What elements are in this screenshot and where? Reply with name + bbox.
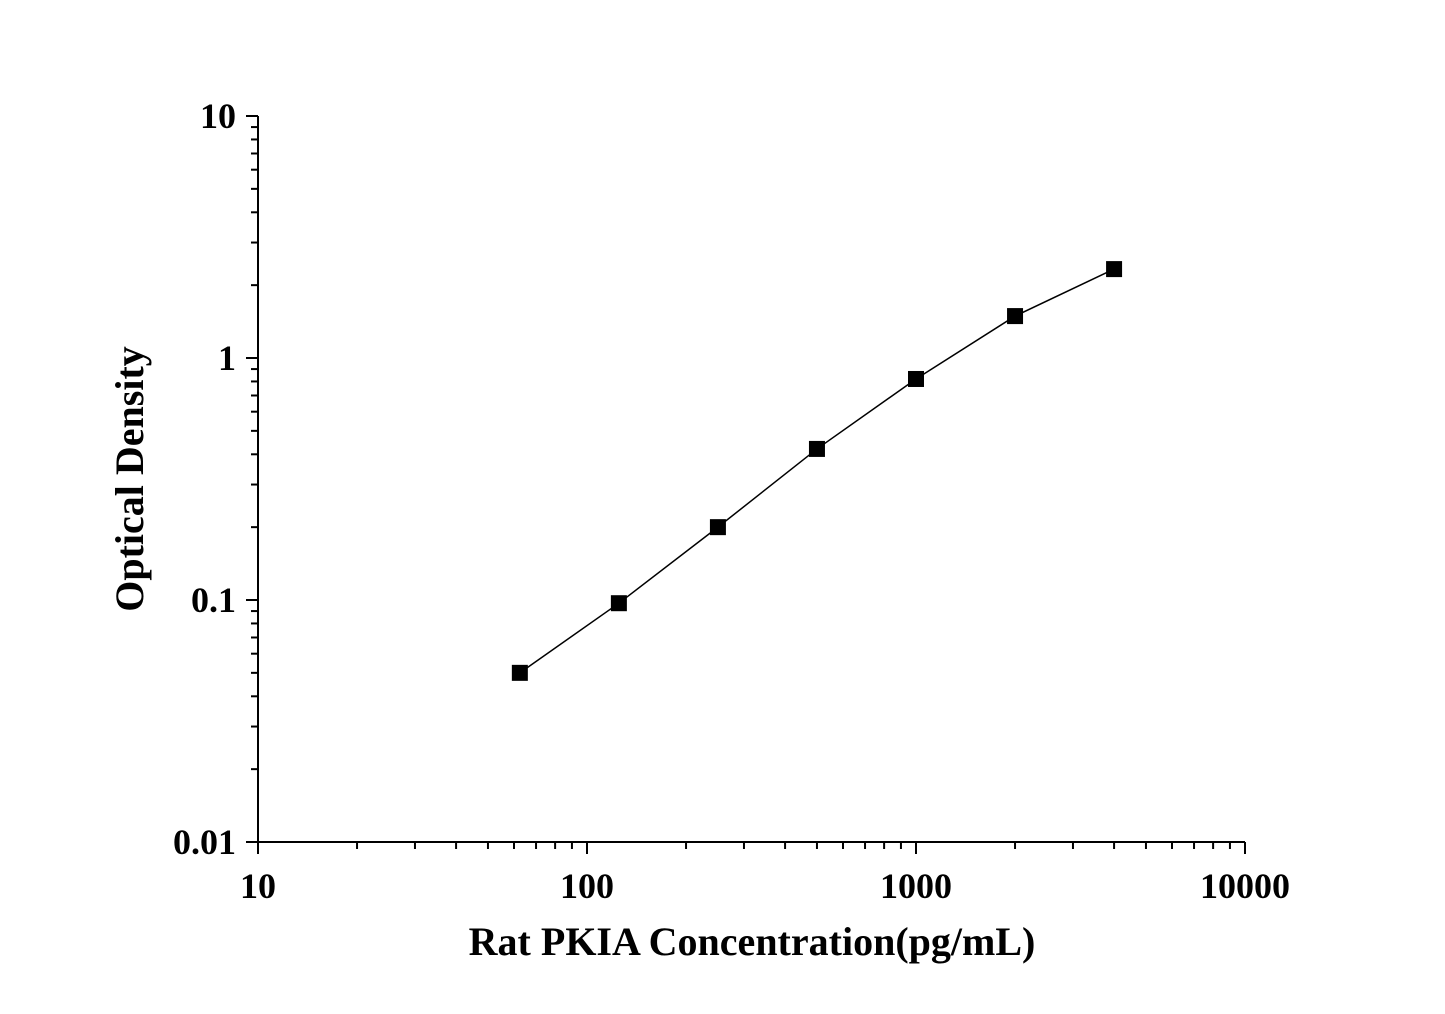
series-line — [519, 268, 1115, 674]
data-point — [511, 664, 528, 681]
x-axis-label: Rat PKIA Concentration(pg/mL) — [469, 919, 1036, 964]
y-tick-label: 0.1 — [191, 580, 236, 620]
series — [511, 261, 1123, 681]
data-point — [908, 370, 924, 387]
x-tick-label: 1000 — [880, 866, 952, 906]
x-tick-label: 10 — [240, 866, 276, 906]
data-point — [610, 595, 627, 612]
y-tick-label: 0.01 — [173, 822, 236, 862]
data-point — [709, 519, 726, 536]
x-tick-label: 10000 — [1200, 866, 1290, 906]
data-point — [1007, 308, 1024, 325]
y-axis-label: Optical Density — [107, 346, 152, 612]
y-tick-label: 10 — [200, 96, 236, 136]
ticks: 10 100 1000 10000 0.01 0.1 1 10 — [173, 96, 1290, 906]
y-tick-label: 1 — [218, 338, 236, 378]
x-tick-label: 100 — [560, 866, 614, 906]
data-point — [1106, 261, 1123, 278]
data-point — [808, 440, 825, 457]
axes — [257, 116, 1245, 843]
